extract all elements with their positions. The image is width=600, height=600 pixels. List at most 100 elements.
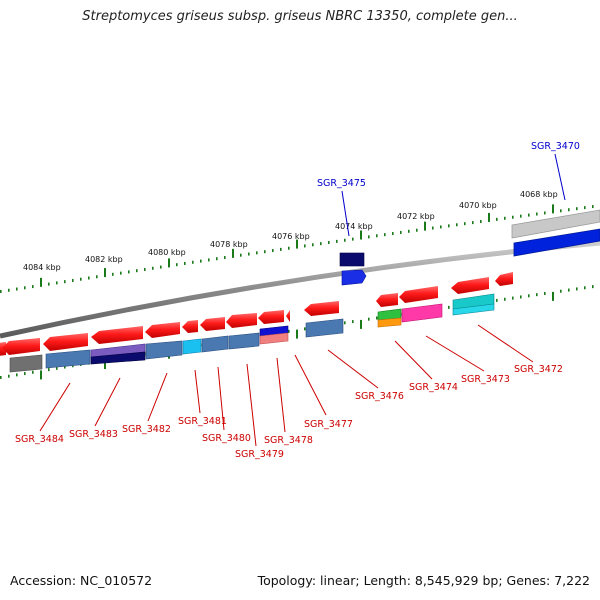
gene-arrow[interactable] [182, 320, 198, 333]
gene-label[interactable]: SGR_3484 [15, 434, 64, 445]
ruler-dot [216, 257, 218, 261]
domain-block[interactable] [401, 303, 443, 323]
ruler-dot [512, 296, 514, 300]
ruler-dot [448, 305, 450, 309]
accession-text: Accession: NC_010572 [10, 573, 153, 588]
ruler-dot [496, 298, 498, 302]
ruler-dot [536, 212, 538, 216]
feature-sgr-3475[interactable] [339, 252, 367, 286]
gene-label[interactable]: SGR_3470 [531, 141, 580, 152]
domain-block[interactable] [90, 351, 146, 365]
domain-block[interactable] [182, 338, 202, 355]
ruler-major-tick [552, 291, 554, 301]
gene-arrow[interactable] [258, 310, 284, 324]
gene-label[interactable]: SGR_3472 [514, 364, 563, 375]
ruler-dot [512, 215, 514, 219]
gene-labels: SGR_3484 SGR_3483 SGR_3482 SGR_3481 SGR_… [15, 364, 563, 460]
gene-arrow[interactable] [2, 338, 40, 355]
ruler-dot [56, 366, 58, 370]
ruler-dot [72, 278, 74, 282]
ruler-dot [472, 221, 474, 225]
domain-block[interactable] [305, 318, 344, 338]
ruler-dot [440, 225, 442, 229]
ruler-major-tick [232, 248, 234, 258]
domain-block[interactable] [452, 303, 495, 316]
ruler-dot [456, 223, 458, 227]
ruler-dot [464, 222, 466, 226]
map-title: Streptomyces griseus subsp. griseus NBRC… [82, 9, 518, 24]
ruler-major-tick [104, 360, 106, 370]
ruler-dot [384, 233, 386, 237]
upper-ruler [0, 204, 594, 293]
ruler-dot [248, 252, 250, 256]
gene-label[interactable]: SGR_3483 [69, 429, 118, 440]
gene-labels-blue: SGR_3475 SGR_3470 [317, 141, 580, 189]
ruler-dot [568, 288, 570, 292]
ruler-dot [368, 235, 370, 239]
gene-arrow[interactable] [399, 286, 438, 303]
gene-arrow[interactable] [43, 333, 88, 351]
ruler-dot [56, 281, 58, 285]
gene-arrow[interactable] [91, 326, 143, 344]
ruler-dot [304, 327, 306, 331]
ruler-dot [576, 207, 578, 211]
gene-label[interactable]: SGR_3477 [304, 419, 353, 430]
ruler-dot [208, 258, 210, 262]
feature-sgr-3470[interactable] [511, 209, 600, 257]
ruler-dot [32, 370, 34, 374]
ruler-dot [128, 270, 130, 274]
ruler-dot [368, 317, 370, 321]
scale-label-4072: 4072 kbp [397, 212, 435, 221]
ruler-dot [272, 249, 274, 253]
domain-blocks [9, 293, 495, 373]
domain-block[interactable] [145, 340, 183, 360]
ruler-major-tick [40, 370, 42, 380]
ruler-dot [120, 271, 122, 275]
gene-label[interactable]: SGR_3476 [355, 391, 404, 402]
gene-arrow[interactable] [451, 277, 489, 294]
gene-label[interactable]: SGR_3473 [461, 374, 510, 385]
ruler-dot [112, 272, 114, 276]
gene-arrow[interactable] [200, 317, 225, 331]
domain-block[interactable] [9, 354, 43, 373]
domain-block[interactable] [228, 332, 260, 350]
ruler-dot [336, 239, 338, 243]
ruler-dot [16, 287, 18, 291]
gene-arrow[interactable] [495, 272, 513, 286]
gene-arrow[interactable] [145, 322, 180, 338]
gene-label[interactable]: SGR_3478 [264, 435, 313, 446]
ruler-dot [184, 261, 186, 265]
gene-arrow[interactable] [304, 301, 339, 316]
ruler-dot [24, 286, 26, 290]
gene-label[interactable]: SGR_3480 [202, 433, 251, 444]
ruler-dot [576, 287, 578, 291]
ruler-dot [520, 295, 522, 299]
ruler-dot [160, 265, 162, 269]
ruler-dot [568, 208, 570, 212]
ruler-dot [16, 373, 18, 377]
ruler-dot [352, 320, 354, 324]
gene-label[interactable]: SGR_3475 [317, 178, 366, 189]
gene-label[interactable]: SGR_3479 [235, 449, 284, 460]
domain-block[interactable] [377, 317, 402, 328]
ruler-major-tick [552, 204, 554, 214]
gene-label[interactable]: SGR_3481 [178, 416, 227, 427]
gene-label[interactable]: SGR_3474 [409, 382, 458, 393]
domain-block[interactable] [201, 335, 229, 353]
ruler-dot [88, 276, 90, 280]
gene-arrow[interactable] [226, 313, 257, 328]
domain-block[interactable] [259, 332, 289, 345]
ruler-dot [592, 285, 594, 289]
ruler-dot [352, 237, 354, 241]
gene-label[interactable]: SGR_3482 [122, 424, 171, 435]
gene-arrow[interactable] [286, 310, 290, 322]
ruler-major-tick [296, 329, 298, 339]
ruler-dot [0, 290, 2, 293]
forward-genes [0, 272, 513, 356]
domain-block[interactable] [45, 349, 91, 369]
ruler-dot [536, 293, 538, 297]
gene-arrow[interactable] [376, 293, 398, 307]
ruler-dot [376, 316, 378, 320]
ruler-dot [136, 269, 138, 273]
